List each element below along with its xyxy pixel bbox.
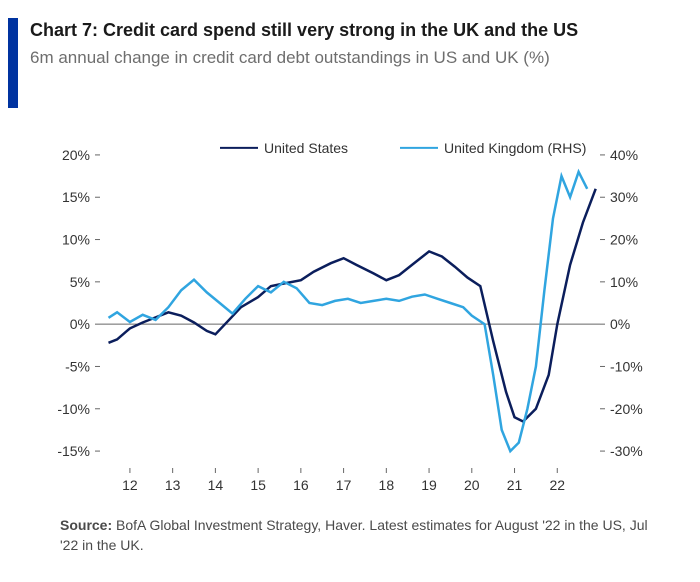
x-label: 18 — [379, 477, 395, 493]
y-left-label: -5% — [65, 358, 90, 374]
y-left-label: 10% — [62, 232, 90, 248]
chart-svg: -15% -10% -5% 0% 5% 10% 15% 20% -30% -20% -10% 0% 10… — [60, 118, 650, 498]
x-label: 22 — [549, 477, 565, 493]
y-right-label: 30% — [610, 189, 638, 205]
chart-subtitle: 6m annual change in credit card debt out… — [30, 48, 550, 68]
source-label: Source: — [60, 517, 112, 533]
y-left-label: 20% — [62, 147, 90, 163]
source-note: Source: BofA Global Investment Strategy,… — [60, 515, 650, 556]
x-label: 15 — [250, 477, 266, 493]
source-text: BofA Global Investment Strategy, Haver. … — [60, 517, 648, 553]
legend-label: United Kingdom (RHS) — [444, 140, 586, 156]
chart-container: Chart 7: Credit card spend still very st… — [0, 0, 700, 582]
x-label: 12 — [122, 477, 138, 493]
chart-title: Chart 7: Credit card spend still very st… — [30, 20, 578, 41]
y-right-label: 10% — [610, 274, 638, 290]
series-line — [109, 189, 596, 422]
x-label: 13 — [165, 477, 181, 493]
x-label: 17 — [336, 477, 352, 493]
y-left-label: 15% — [62, 189, 90, 205]
y-right-label: 0% — [610, 316, 630, 332]
series-line — [109, 172, 588, 451]
y-left-label: -10% — [57, 401, 90, 417]
x-label: 20 — [464, 477, 480, 493]
y-right-label: 40% — [610, 147, 638, 163]
x-label: 14 — [208, 477, 224, 493]
legend-label: United States — [264, 140, 348, 156]
y-right-label: -10% — [610, 358, 643, 374]
y-right-label: 20% — [610, 232, 638, 248]
y-right-label: -30% — [610, 443, 643, 459]
x-label: 19 — [421, 477, 437, 493]
accent-bar — [8, 18, 18, 108]
x-label: 21 — [507, 477, 523, 493]
y-right-label: -20% — [610, 401, 643, 417]
y-left-label: 0% — [70, 316, 90, 332]
y-left-label: 5% — [70, 274, 90, 290]
y-left-label: -15% — [57, 443, 90, 459]
x-label: 16 — [293, 477, 309, 493]
chart-plot: -15% -10% -5% 0% 5% 10% 15% 20% -30% -20% -10% 0% 10… — [60, 118, 650, 498]
